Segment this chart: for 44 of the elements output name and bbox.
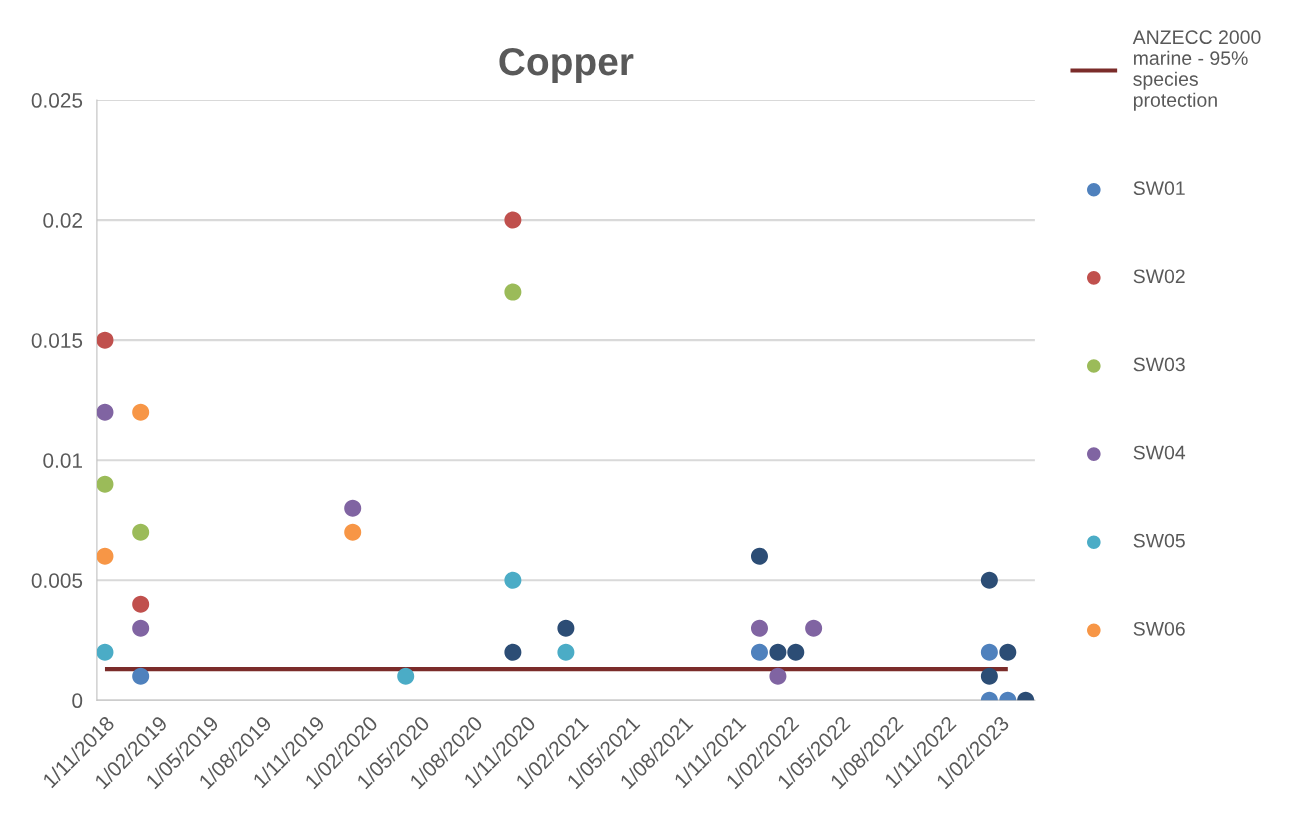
legend-label: SW05 [1133, 533, 1185, 548]
point [504, 643, 522, 661]
point [96, 403, 114, 421]
legend-label: ANZECC 2000 marine - 95% species protection [1132, 30, 1261, 111]
point [980, 643, 998, 661]
point [504, 211, 522, 229]
point [96, 547, 114, 565]
point [132, 595, 150, 613]
point [999, 643, 1017, 661]
legend-label: SW04 [1133, 445, 1186, 460]
point [769, 643, 787, 661]
point [750, 619, 768, 637]
y-tick-label: 0 [72, 693, 83, 709]
point [344, 499, 362, 517]
point [397, 667, 415, 685]
point [980, 571, 998, 589]
point [132, 667, 150, 685]
point [750, 547, 768, 565]
point [805, 619, 823, 637]
legend-label: SW02 [1133, 269, 1185, 284]
point [557, 643, 575, 661]
y-tick-label: 0.01 [43, 453, 82, 468]
point [96, 643, 114, 661]
chart-title: Copper [499, 47, 634, 84]
point [96, 475, 114, 493]
point [504, 283, 522, 301]
point [787, 643, 805, 661]
y-tick-label: 0.02 [43, 213, 82, 228]
point [344, 523, 362, 541]
point [504, 571, 522, 589]
point [132, 523, 150, 541]
legend-label: SW01 [1133, 181, 1185, 196]
point [96, 331, 114, 349]
point [750, 643, 768, 661]
point [132, 403, 150, 421]
point [769, 667, 787, 685]
y-tick-label: 0.005 [31, 573, 83, 588]
y-tick-label: 0.015 [31, 333, 83, 348]
y-tick-label: 0.025 [31, 93, 83, 108]
point [980, 667, 998, 685]
legend-label: SW03 [1133, 357, 1185, 372]
point [132, 619, 150, 637]
legend-label: SW06 [1133, 621, 1185, 636]
point [557, 619, 575, 637]
